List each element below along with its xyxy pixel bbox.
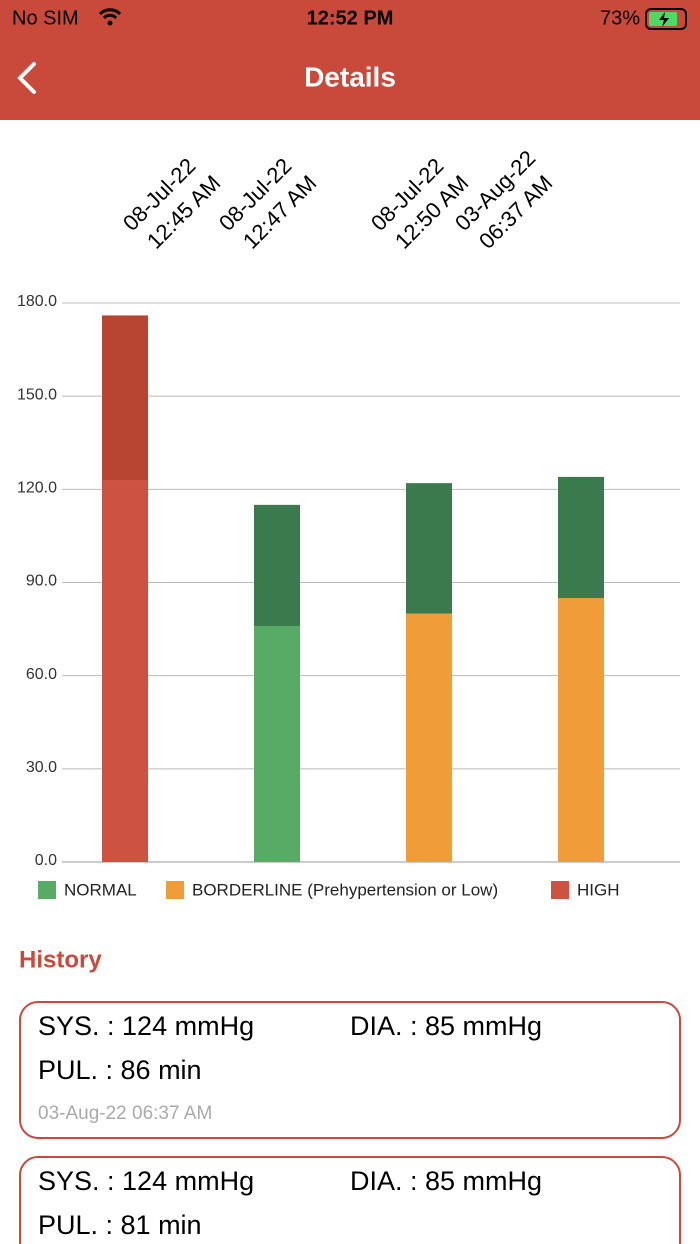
bar-segment: [102, 315, 148, 481]
battery-level: 73%: [600, 7, 640, 29]
legend-swatch: [166, 881, 184, 899]
bar-segment: [254, 625, 300, 862]
legend-swatch: [38, 881, 56, 899]
y-tick-label: 30.0: [26, 759, 57, 776]
diastolic: DIA. : 85 mmHg: [350, 1166, 542, 1196]
y-tick-label: 180.0: [17, 293, 57, 310]
y-tick-label: 90.0: [26, 573, 57, 590]
legend-label: BORDERLINE (Prehypertension or Low): [192, 880, 498, 899]
header: [0, 0, 700, 120]
pulse: PUL. : 86 min: [38, 1055, 202, 1085]
legend-swatch: [551, 881, 569, 899]
bar-segment: [406, 613, 452, 862]
chart: 0.030.060.090.0120.0150.0180.008-Jul-221…: [17, 145, 680, 899]
nav-title: Details: [304, 61, 396, 92]
y-tick-label: 60.0: [26, 666, 57, 683]
y-tick-label: 0.0: [35, 852, 57, 869]
battery-icon: [645, 8, 687, 30]
diastolic: DIA. : 85 mmHg: [350, 1011, 542, 1041]
legend-label: NORMAL: [64, 880, 137, 899]
systolic: SYS. : 124 mmHg: [38, 1166, 254, 1196]
legend-label: HIGH: [577, 880, 620, 899]
bar-segment: [102, 480, 148, 862]
bar-segment: [254, 504, 300, 626]
carrier: No SIM: [12, 7, 79, 29]
history-list: SYS. : 124 mmHg DIA. : 85 mmHg PUL. : 86 m…: [19, 1001, 681, 1244]
bar-segment: [558, 476, 604, 599]
y-tick-label: 150.0: [17, 386, 57, 403]
wifi-icon: [98, 8, 122, 20]
bar-segment: [558, 598, 604, 862]
history-card[interactable]: [19, 1156, 681, 1244]
charging-icon: [659, 12, 669, 27]
back-button[interactable]: [17, 62, 36, 94]
bar-segment: [406, 483, 452, 614]
history-title: History: [19, 946, 102, 973]
clock: 12:52 PM: [307, 7, 394, 29]
pulse: PUL. : 81 min: [38, 1210, 202, 1240]
history-card[interactable]: [19, 1001, 681, 1139]
systolic: SYS. : 124 mmHg: [38, 1011, 254, 1041]
wifi-dot: [107, 20, 113, 26]
reading-date: 03-Aug-22 06:37 AM: [38, 1103, 212, 1124]
y-tick-label: 120.0: [17, 480, 57, 497]
